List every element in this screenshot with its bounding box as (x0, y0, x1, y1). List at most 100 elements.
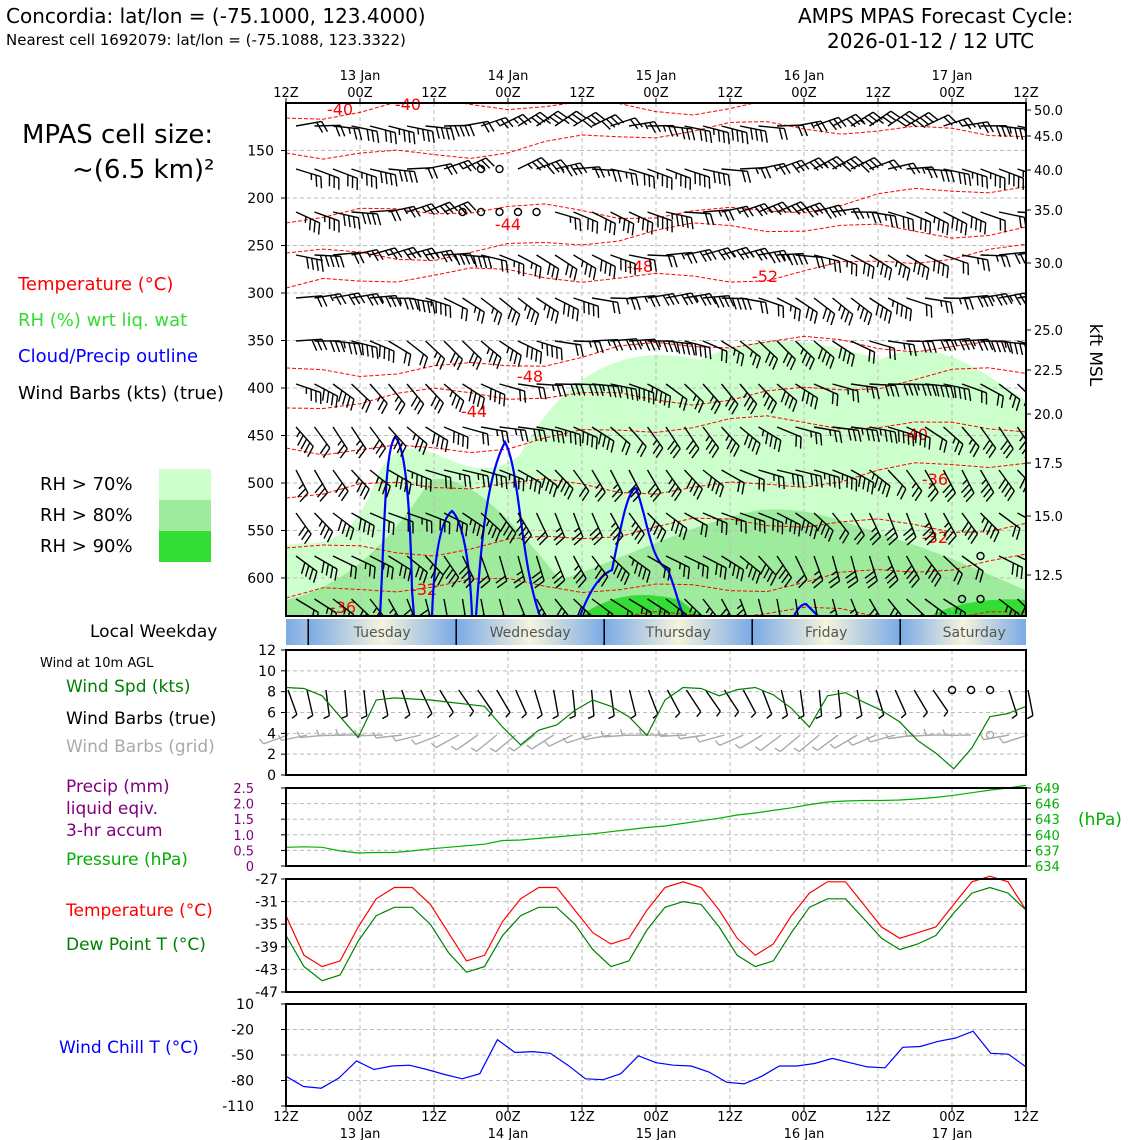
grid-wind-barb-half (490, 747, 497, 753)
xs-barb-flag (472, 392, 477, 405)
xs-barb (924, 598, 947, 616)
xs-barb-flag (567, 116, 579, 125)
xs-barb-half (995, 255, 999, 262)
xs-barb-flag (671, 178, 673, 190)
xs-barb-flag (690, 292, 699, 304)
xs-barb (388, 168, 418, 184)
grid-wind-barb-half (619, 729, 624, 736)
xs-barb-half (712, 128, 715, 136)
xs-barb-flag (532, 575, 544, 584)
xs-barb-half (495, 120, 501, 127)
xs-barb (665, 598, 688, 616)
xs-barb (813, 204, 847, 220)
xs-barb-flag (864, 161, 875, 171)
xs-barb-flag (495, 575, 506, 584)
temp-contour-label: -48 (627, 257, 653, 276)
xs-barb (554, 254, 578, 281)
xs-barb-flag (467, 201, 477, 211)
xs-barb (943, 168, 972, 186)
xs-barb (536, 254, 560, 281)
xs-barb (388, 555, 412, 582)
xs-barb-half (394, 396, 400, 403)
xs-barb (351, 512, 375, 538)
xs-barb-half (602, 384, 606, 392)
xs-barb-flag (354, 567, 358, 580)
legend-wind-barbs: Wind Barbs (kts) (true) (18, 383, 224, 404)
xs-barb-flag (571, 307, 575, 320)
xs-barb-staff (868, 598, 884, 616)
xs-barb-flag (530, 310, 536, 323)
xs-barb-half (968, 438, 974, 445)
xs-barb-flag (760, 301, 764, 314)
xs-barb (795, 383, 819, 410)
xs-barb-flag (432, 167, 439, 179)
xs-barb-half (846, 260, 849, 268)
grid-wind-barb-half (372, 731, 377, 739)
xs-barb (480, 116, 514, 129)
xs-barb-flag (900, 488, 907, 500)
xs-barb (442, 555, 460, 588)
xs-barb (443, 383, 465, 413)
xs-barb-flag (497, 313, 503, 326)
xs-barb-flag (940, 385, 945, 398)
xs-barb-half (743, 392, 748, 399)
xs-barb-flag (970, 533, 979, 545)
xs-barb-flag (370, 175, 373, 188)
xs-barb-flag (393, 438, 400, 450)
true-wind-barb-staff (515, 689, 527, 715)
xs-barb-flag (384, 172, 388, 185)
xs-barb-flag (604, 611, 610, 616)
xs-barb (495, 555, 508, 589)
xs-barb-flag (941, 221, 945, 234)
cell-size-label: MPAS cell size: (22, 120, 214, 150)
xs-wind-barbs (295, 110, 1038, 616)
grid-wind-barb (829, 734, 858, 749)
xs-barb-flag (556, 430, 560, 443)
xs-barb (776, 201, 810, 215)
xs-barb-flag (635, 389, 639, 401)
xs-barb-flag (796, 574, 806, 584)
grid-wind-barb-staff (263, 734, 289, 745)
xs-barb (813, 254, 842, 273)
xs-barb-flag (725, 523, 728, 535)
xs-barb-flag (1007, 490, 1015, 502)
xs-barb-flag (413, 171, 418, 184)
xs-barb-flag (554, 312, 559, 324)
xs-barb-flag (388, 612, 397, 616)
xs-barb-flag (375, 177, 378, 189)
xs-barb-flag (600, 576, 609, 587)
xs-barb (647, 555, 671, 581)
xs-barb (425, 469, 452, 490)
xs-barb-flag (625, 387, 629, 399)
xs-barb-flag (871, 482, 875, 495)
precip-tick-label: 0.5 (233, 844, 254, 859)
xs-barb-flag (551, 345, 554, 358)
xs-barb-flag (1027, 489, 1038, 499)
xs-barb-flag (798, 578, 808, 589)
xs-barb-half (421, 206, 427, 213)
xs-barb-flag (487, 523, 494, 535)
xs-barb-flag (308, 218, 312, 231)
xs-barb-flag (897, 430, 900, 442)
xs-barb-flag (857, 430, 862, 442)
xs-barb-flag (359, 485, 367, 497)
true-wind-barb-half (360, 715, 368, 720)
xs-barb-flag (407, 569, 412, 582)
xs-barb-flag (395, 209, 402, 221)
xs-barb-half (644, 296, 649, 303)
xs-barb-flag (466, 437, 469, 449)
xs-barb-flag (706, 566, 709, 579)
xs-barb-flag (805, 521, 810, 534)
grid-wind-barb-half (296, 731, 301, 738)
xs-barb-staff (1017, 293, 1026, 299)
xs-barb-flag (914, 431, 918, 444)
true-wind-barb (341, 689, 348, 720)
xs-barb-half (325, 607, 329, 614)
top-date-label: 13 Jan (340, 69, 381, 84)
xs-barb-flag (597, 306, 600, 318)
xs-barb (720, 426, 740, 457)
xs-barb-half (761, 429, 765, 437)
xs-barb-flag (621, 440, 627, 453)
legend-rh90: RH > 90% (40, 536, 133, 557)
xs-barb-flag (921, 384, 927, 396)
